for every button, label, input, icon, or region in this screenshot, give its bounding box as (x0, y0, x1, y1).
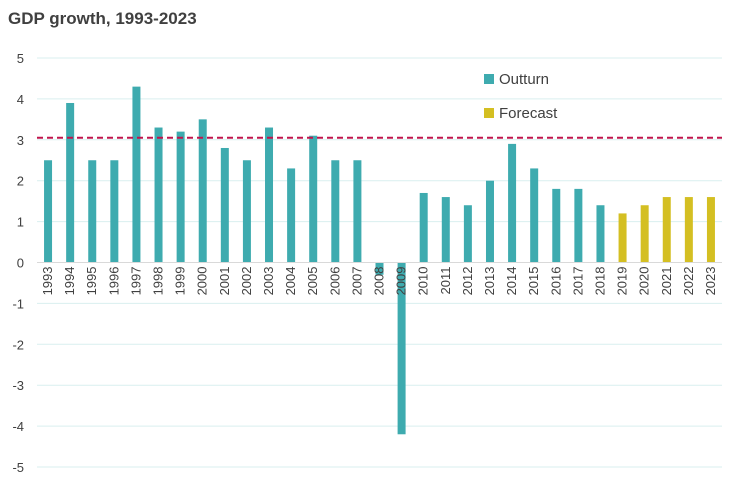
bar-outturn-1994 (66, 102, 75, 263)
x-tick-label: 2009 (394, 267, 409, 296)
x-tick-label: 2012 (460, 267, 475, 296)
bar-outturn-2012 (463, 205, 472, 263)
bars (44, 86, 715, 435)
y-tick-label: 2 (17, 174, 24, 189)
bar-forecast-2020 (640, 205, 649, 263)
x-tick-label: 2016 (548, 267, 563, 296)
x-tick-label: 1995 (84, 267, 99, 296)
x-tick-label: 1996 (106, 267, 121, 296)
x-tick-label: 2020 (637, 267, 652, 296)
legend-swatch-outturn (484, 74, 494, 84)
bar-forecast-2022 (684, 197, 693, 263)
x-tick-label: 2000 (195, 267, 210, 296)
x-tick-label: 2005 (305, 267, 320, 296)
chart-title: GDP growth, 1993-2023 (8, 9, 197, 28)
bar-outturn-2014 (508, 143, 517, 263)
x-tick-label: 2008 (372, 267, 387, 296)
legend-label-forecast: Forecast (499, 105, 558, 122)
bar-outturn-1993 (44, 160, 53, 263)
bar-outturn-2007 (353, 160, 362, 263)
gridlines (37, 57, 722, 468)
bar-outturn-1998 (154, 127, 163, 263)
bar-outturn-2010 (419, 192, 428, 263)
x-tick-label: 2017 (570, 267, 585, 296)
y-tick-label: 1 (17, 215, 24, 230)
bar-outturn-2006 (331, 160, 340, 263)
bar-outturn-2009 (397, 262, 406, 435)
x-tick-label: 2004 (283, 267, 298, 296)
legend-swatch-forecast (484, 108, 494, 118)
x-tick-label: 2011 (438, 267, 453, 295)
x-tick-label: 2007 (349, 267, 364, 296)
bar-forecast-2023 (706, 197, 715, 263)
bar-outturn-2003 (265, 127, 274, 263)
y-tick-label: 5 (17, 51, 24, 66)
y-tick-label: -5 (12, 460, 24, 475)
x-tick-label: 2001 (217, 267, 232, 296)
bar-outturn-2015 (530, 168, 539, 263)
bar-forecast-2021 (662, 197, 671, 263)
bar-outturn-2004 (287, 168, 296, 263)
x-tick-label: 2018 (592, 267, 607, 296)
x-tick-label: 1998 (151, 267, 166, 296)
bar-forecast-2019 (618, 213, 627, 263)
x-tick-label: 2023 (703, 267, 718, 296)
x-tick-label: 2021 (659, 267, 674, 296)
x-tick-label: 2013 (482, 267, 497, 296)
bar-outturn-2013 (485, 180, 494, 263)
x-tick-label: 2019 (615, 267, 630, 296)
x-tick-label: 2014 (504, 267, 519, 296)
bar-outturn-1999 (176, 131, 185, 263)
x-tick-label: 1999 (173, 267, 188, 296)
y-tick-label: -3 (12, 378, 24, 393)
bar-outturn-2002 (242, 160, 251, 263)
bar-outturn-1996 (110, 160, 119, 263)
x-tick-label: 1993 (40, 267, 55, 296)
legend-label-outturn: Outturn (499, 71, 549, 88)
bar-outturn-2005 (309, 135, 318, 263)
bar-outturn-2018 (596, 205, 605, 263)
y-axis-tick-labels: 5 4 3 2 1 0 -1 -2 -3 -4 -5 (12, 51, 24, 475)
x-tick-label: 2022 (681, 267, 696, 296)
bar-outturn-2017 (574, 188, 583, 263)
x-tick-label: 1994 (62, 267, 77, 296)
bar-outturn-2016 (552, 188, 561, 263)
x-tick-label: 2003 (261, 267, 276, 296)
y-tick-label: 0 (17, 256, 24, 271)
x-axis-tick-labels: 1993 1994 1995 1996 1997 1998 1999 2000 2001 2002… (40, 267, 718, 296)
bar-outturn-1995 (88, 160, 97, 263)
bar-outturn-2011 (441, 197, 450, 263)
legend: Outturn Forecast (484, 71, 558, 122)
y-tick-label: -2 (12, 337, 24, 352)
bar-outturn-2001 (220, 147, 229, 263)
x-tick-label: 1997 (128, 267, 143, 296)
y-tick-label: 4 (17, 92, 24, 107)
x-tick-label: 2002 (239, 267, 254, 296)
y-tick-label: -1 (12, 296, 24, 311)
bar-outturn-1997 (132, 86, 141, 263)
bar-outturn-2000 (198, 119, 207, 263)
x-tick-label: 2015 (526, 267, 541, 296)
x-tick-label: 2010 (416, 267, 431, 296)
bar-outturn-2008 (375, 262, 384, 275)
y-tick-label: -4 (12, 419, 24, 434)
x-tick-label: 2006 (327, 267, 342, 296)
y-tick-label: 3 (17, 133, 24, 148)
